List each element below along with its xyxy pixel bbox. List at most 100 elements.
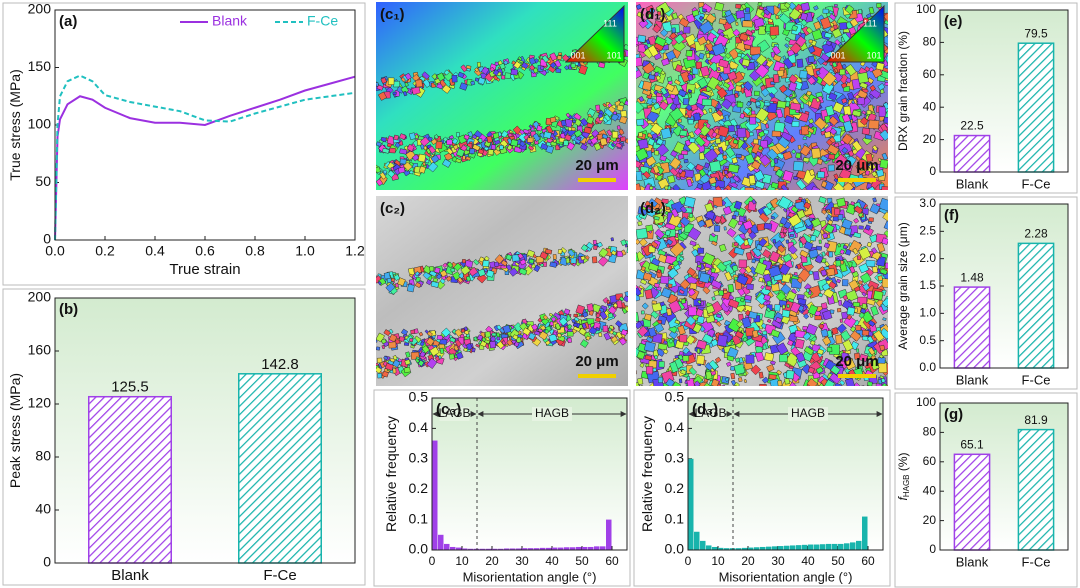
- grain: [697, 219, 706, 228]
- grain: [777, 196, 792, 210]
- grain: [709, 189, 718, 190]
- grain: [762, 344, 767, 350]
- grain: [604, 108, 614, 118]
- grain: [465, 156, 471, 161]
- grain: [807, 45, 816, 54]
- bar-value-label: 81.9: [1024, 413, 1048, 427]
- grain: [803, 313, 810, 320]
- grain: [733, 234, 746, 247]
- grain: [636, 370, 637, 375]
- grain: [775, 291, 787, 302]
- grain: [777, 380, 783, 386]
- grain: [544, 328, 550, 335]
- grain: [878, 362, 888, 374]
- histogram-bar: [468, 548, 474, 550]
- grain: [388, 77, 395, 85]
- grain: [735, 153, 742, 159]
- grain: [654, 35, 667, 47]
- grain: [518, 267, 528, 276]
- grain: [405, 351, 411, 358]
- histogram-bar: [522, 548, 528, 550]
- grain: [692, 74, 696, 79]
- grain: [636, 287, 642, 297]
- grain: [732, 28, 741, 37]
- grain: [861, 127, 871, 136]
- grain: [716, 66, 721, 72]
- grain: [772, 54, 782, 63]
- grain: [797, 298, 807, 305]
- grain: [837, 214, 844, 221]
- grain: [652, 24, 662, 34]
- histogram-bar: [540, 547, 546, 550]
- grain: [806, 378, 818, 386]
- map-label: (c₂): [380, 200, 405, 217]
- grain: [838, 300, 843, 306]
- grain: [779, 354, 788, 363]
- grain: [586, 241, 594, 250]
- grain: [763, 129, 769, 135]
- grain: [567, 323, 573, 330]
- grain: [816, 348, 824, 355]
- grain: [830, 364, 841, 376]
- grain: [586, 303, 594, 312]
- grain: [803, 283, 812, 291]
- grain: [763, 294, 771, 302]
- grain: [636, 100, 645, 114]
- grain: [865, 153, 874, 163]
- grain: [771, 130, 782, 137]
- grain: [414, 281, 422, 289]
- grain: [382, 147, 390, 154]
- grain: [704, 162, 710, 169]
- grain: [620, 110, 627, 118]
- panel-label: (e): [944, 13, 962, 30]
- grain: [763, 222, 773, 230]
- grain: [717, 125, 730, 138]
- grain: [682, 98, 689, 106]
- map-label: (d₁): [640, 6, 665, 23]
- grain: [836, 197, 846, 208]
- grain: [645, 39, 651, 45]
- y-axis-label: Peak stress (MPa): [7, 373, 23, 488]
- grain: [666, 206, 670, 211]
- grain: [768, 92, 776, 99]
- y-tick-label: 60: [923, 67, 937, 81]
- grain: [718, 18, 727, 25]
- grain: [377, 91, 388, 101]
- grain: [789, 42, 802, 55]
- grain: [671, 27, 676, 34]
- grain: [822, 232, 829, 239]
- grain: [726, 361, 732, 367]
- grain: [796, 58, 804, 68]
- grain: [474, 67, 480, 73]
- grain: [486, 135, 493, 143]
- grain: [734, 357, 741, 363]
- grain: [585, 335, 591, 341]
- grain: [526, 249, 536, 258]
- grain: [805, 323, 818, 336]
- grain: [612, 111, 617, 115]
- grain: [686, 161, 696, 171]
- grain: [595, 312, 601, 319]
- grain: [566, 141, 576, 151]
- histogram-bar: [462, 548, 468, 550]
- grain: [636, 252, 639, 263]
- grain: [655, 137, 664, 146]
- ipf-label: 001: [570, 50, 585, 60]
- grain: [826, 346, 833, 353]
- grain: [792, 160, 804, 172]
- grain: [799, 235, 808, 246]
- grain: [651, 147, 655, 153]
- grain: [486, 131, 493, 138]
- grain: [620, 239, 627, 246]
- histogram-bar: [438, 534, 444, 550]
- grain: [450, 268, 456, 273]
- grain: [745, 29, 754, 37]
- grain: [833, 382, 842, 386]
- grain: [761, 376, 769, 384]
- grain: [877, 83, 886, 91]
- grain: [686, 376, 690, 381]
- grain: [389, 147, 396, 154]
- y-tick-label: 100: [916, 395, 936, 409]
- y-tick-label: 0.5: [919, 333, 936, 347]
- grain: [780, 184, 789, 190]
